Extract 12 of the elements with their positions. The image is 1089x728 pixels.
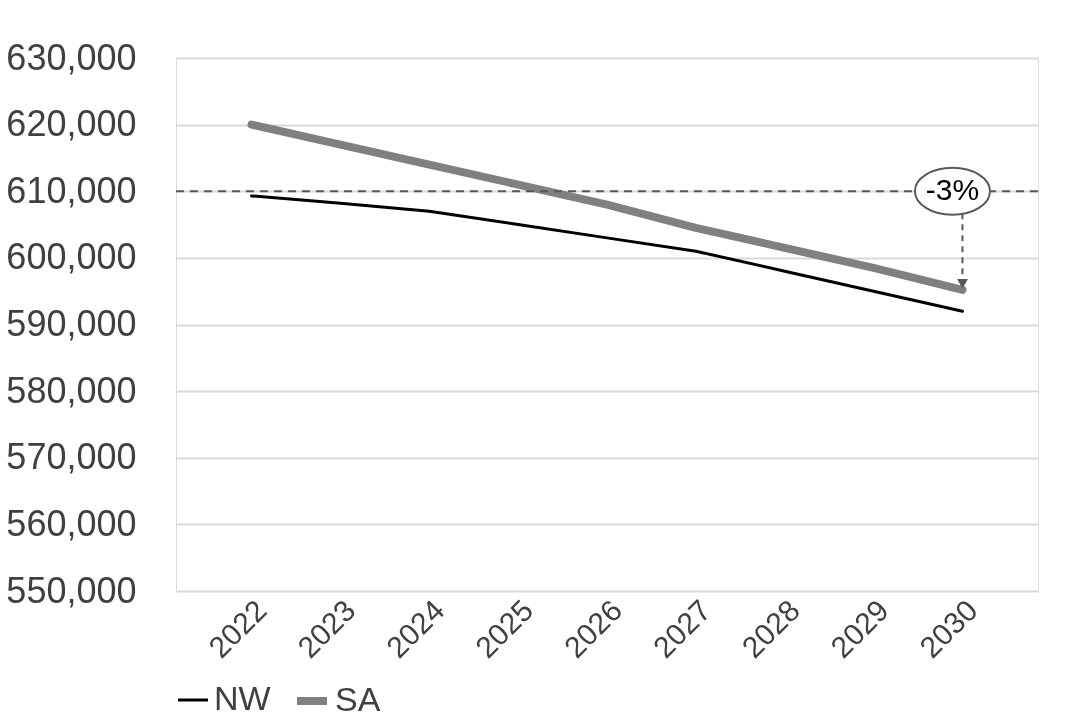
legend-label: NW bbox=[214, 679, 271, 717]
y-tick-label: 610,000 bbox=[6, 169, 137, 211]
y-tick-label: 560,000 bbox=[6, 502, 137, 544]
y-tick-label: 570,000 bbox=[6, 436, 137, 478]
y-tick-label: 550,000 bbox=[6, 569, 137, 611]
y-tick-label: 620,000 bbox=[6, 103, 137, 145]
y-tick-label: 580,000 bbox=[6, 369, 137, 411]
y-tick-label: 590,000 bbox=[6, 303, 137, 344]
y-tick-label: 600,000 bbox=[6, 236, 137, 278]
annotation: -3% bbox=[925, 173, 980, 207]
y-tick-label: 630,000 bbox=[6, 36, 137, 78]
legend-label: SA bbox=[335, 680, 381, 718]
